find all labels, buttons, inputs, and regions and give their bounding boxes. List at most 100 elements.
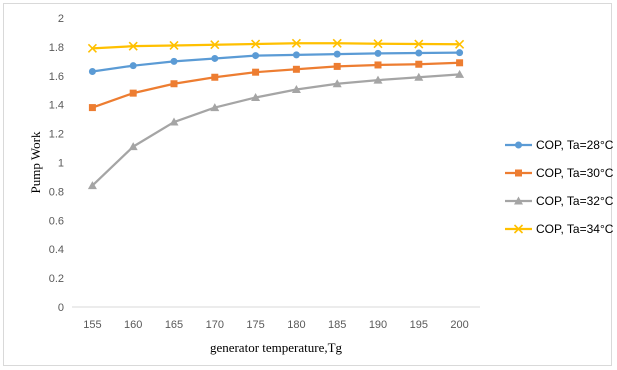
data-point [291, 38, 301, 48]
data-point [251, 92, 261, 101]
data-point [456, 59, 464, 67]
data-point-stroke [291, 38, 301, 48]
x-tick-label: 195 [410, 319, 428, 331]
data-point [169, 117, 179, 126]
data-point [292, 51, 300, 59]
data-point-stroke [332, 38, 342, 48]
data-point-stroke [210, 40, 220, 50]
series-group [88, 59, 464, 112]
data-point [87, 181, 97, 190]
data-point [414, 72, 424, 81]
data-point [513, 224, 524, 234]
data-point [252, 52, 260, 60]
y-tick-label: 1.6 [49, 71, 64, 83]
x-tick-label: 185 [328, 319, 346, 331]
data-point-stroke [455, 39, 465, 49]
data-point [515, 169, 522, 177]
data-point [170, 57, 178, 65]
data-point-stroke [169, 40, 179, 51]
x-tick-label: 160 [124, 319, 142, 331]
data-point-stroke [128, 41, 138, 51]
data-point [415, 60, 423, 68]
x-tick-label: 165 [165, 319, 183, 331]
x-tick-label: 170 [206, 319, 224, 331]
data-point [373, 75, 383, 84]
chart-frame [3, 3, 612, 366]
data-point-stroke [87, 43, 97, 53]
y-tick-label: 0.4 [49, 244, 64, 256]
y-tick-label: 0 [58, 302, 64, 314]
x-tick-label: 200 [450, 319, 468, 331]
data-point [129, 89, 137, 97]
data-point [170, 80, 178, 88]
series-line [92, 51, 460, 73]
x-tick-label: 155 [83, 319, 101, 331]
data-point-stroke [373, 39, 383, 49]
series-line [91, 73, 460, 187]
data-point [88, 67, 96, 75]
series-group [87, 69, 465, 190]
data-point [332, 38, 342, 48]
x-tick-label: 180 [287, 319, 305, 331]
data-point [415, 49, 423, 57]
data-point [456, 49, 464, 57]
y-axis-ticks: 0 0.2 0.4 0.6 0.8 1 1.2 1.4 1.6 1.8 2 [49, 13, 64, 314]
y-tick-label: 0.6 [49, 215, 64, 227]
data-point [211, 73, 219, 81]
y-axis-title: Pump Work [28, 131, 43, 193]
legend-label: COP, Ta=28°C [536, 138, 614, 152]
data-point [374, 61, 382, 69]
legend-item: COP, Ta=28°C [505, 138, 614, 152]
series-line [92, 42, 460, 50]
series-group [88, 49, 464, 75]
data-point [333, 62, 341, 70]
legend: COP, Ta=28°C COP, Ta=30°C COP, Ta=32°C COP,… [505, 138, 614, 236]
y-tick-label: 2 [58, 13, 64, 25]
legend-label: COP, Ta=34°C [536, 222, 614, 236]
legend-label: COP, Ta=32°C [536, 194, 614, 208]
data-point [515, 141, 522, 149]
legend-item: COP, Ta=30°C [505, 166, 614, 180]
y-tick-label: 0.8 [49, 186, 64, 198]
data-point [455, 39, 465, 49]
data-point [374, 49, 382, 57]
x-axis-ticks: 155 160 165 170 175 180 185 190 195 200 [83, 319, 469, 331]
data-point [88, 104, 96, 112]
data-point [251, 39, 261, 49]
data-point [211, 54, 219, 62]
data-point [210, 103, 220, 112]
y-tick-label: 1.8 [49, 42, 64, 54]
data-point [128, 142, 138, 151]
series-group [87, 38, 465, 53]
y-tick-label: 1.4 [49, 100, 64, 112]
data-point [128, 41, 138, 51]
y-tick-label: 0.2 [49, 273, 64, 285]
y-tick-label: 1 [58, 158, 64, 170]
x-tick-label: 175 [246, 319, 264, 331]
data-point [373, 39, 383, 49]
data-point-stroke [414, 39, 424, 49]
data-point [87, 43, 97, 53]
series-line [92, 61, 460, 109]
data-point [514, 196, 523, 205]
legend-label: COP, Ta=30°C [536, 166, 614, 180]
x-tick-label: 190 [369, 319, 387, 331]
x-axis-title: generator temperature,Tg [210, 340, 343, 355]
data-point [252, 68, 260, 76]
data-point [129, 62, 137, 70]
data-point [333, 50, 341, 58]
y-tick-label: 1.2 [49, 129, 64, 141]
series-layer [87, 38, 465, 190]
data-point [332, 79, 342, 88]
data-point [291, 85, 301, 94]
data-point [169, 40, 179, 51]
data-point [292, 65, 300, 73]
data-point-stroke [513, 224, 524, 234]
legend-item: COP, Ta=34°C [505, 222, 614, 236]
data-point [455, 69, 465, 78]
legend-item: COP, Ta=32°C [505, 194, 614, 208]
data-point [414, 39, 424, 49]
data-point-stroke [251, 39, 261, 49]
data-point [210, 40, 220, 50]
